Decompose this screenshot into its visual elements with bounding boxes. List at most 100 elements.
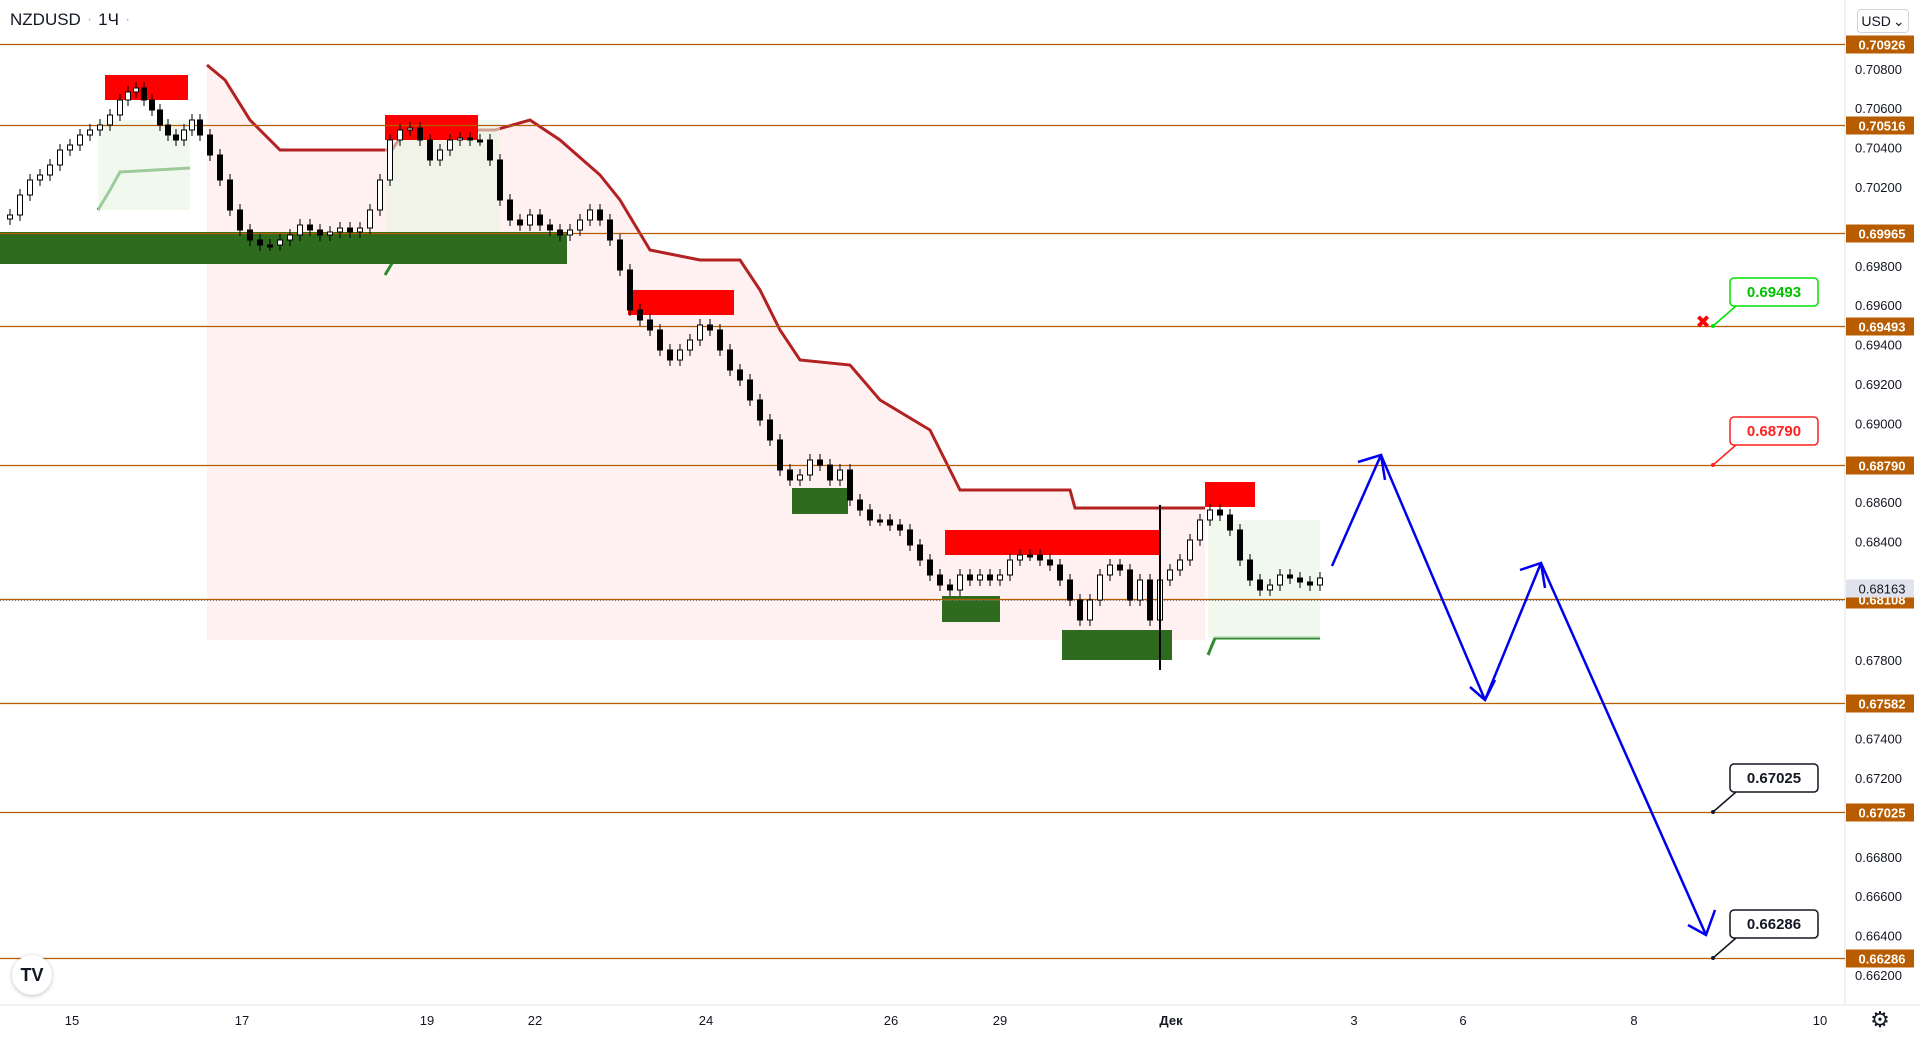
candle-body	[977, 574, 983, 581]
symbol-name[interactable]: NZDUSD	[10, 10, 81, 29]
currency-selector[interactable]: USD ⌄	[1857, 9, 1909, 33]
candle-body	[927, 559, 933, 576]
callout-box-1[interactable]	[1729, 416, 1819, 446]
candle-body	[87, 129, 93, 136]
candle-body	[37, 174, 43, 181]
candle-body	[237, 209, 243, 231]
candle-body	[657, 329, 663, 351]
candle-body	[149, 99, 155, 111]
callout-box-2[interactable]	[1729, 763, 1819, 793]
bull-trend-line-3	[1206, 636, 1320, 656]
candle-body	[367, 209, 373, 229]
candle-body	[807, 459, 813, 476]
candle-body	[857, 499, 863, 511]
candle-body	[217, 154, 223, 181]
candle-body	[427, 139, 433, 161]
level-label-2: 0.69965	[1859, 227, 1906, 242]
candle-body	[537, 214, 543, 226]
candle-body	[907, 529, 913, 546]
candle-body	[987, 574, 993, 581]
candle-body	[827, 464, 833, 481]
symbol-header[interactable]: NZDUSD · 1Ч ·	[10, 10, 130, 30]
candle-body	[467, 137, 473, 141]
callout-anchor-1	[1711, 463, 1715, 467]
gear-glyph: ⚙	[1870, 1007, 1890, 1032]
time-tick-label: 22	[528, 1013, 542, 1028]
candle-body	[437, 149, 443, 161]
bear-zone-3	[945, 530, 1160, 555]
candle-body	[477, 139, 483, 143]
candle-body	[7, 214, 13, 220]
price-tick-label: 0.67800	[1855, 653, 1902, 668]
candle-body	[297, 224, 303, 236]
forecast-segment-3	[1539, 562, 1708, 936]
candle-body	[317, 229, 323, 236]
candle-body	[267, 244, 273, 248]
candle-body	[67, 144, 73, 151]
candle-body	[1147, 579, 1153, 621]
candle-body	[1277, 574, 1283, 586]
price-tick-label: 0.67200	[1855, 771, 1902, 786]
forecast-arrowhead-1	[1469, 679, 1497, 702]
callout-label-2: 0.67025	[1747, 770, 1801, 787]
currency-label: USD	[1861, 13, 1891, 29]
candle-body	[1317, 577, 1323, 586]
time-tick-label: 8	[1630, 1013, 1637, 1028]
candle-body	[507, 199, 513, 221]
bear-zone-4	[1205, 482, 1255, 507]
candle-body	[1057, 564, 1063, 581]
level-label-bg-1	[1846, 116, 1914, 135]
candle-body	[1077, 599, 1083, 621]
time-tick-label: 26	[884, 1013, 898, 1028]
candle-body	[527, 214, 533, 226]
candle-body	[667, 349, 673, 361]
candle-body	[1087, 599, 1093, 621]
candle-body	[877, 519, 883, 523]
level-label-4: 0.68790	[1859, 459, 1906, 474]
candle-body	[47, 164, 53, 176]
candle-body	[1047, 559, 1053, 566]
candle-body	[1237, 529, 1243, 561]
candle-body	[125, 91, 131, 101]
tradingview-logo-icon[interactable]: TV	[12, 955, 52, 995]
price-tick-label: 0.68600	[1855, 495, 1902, 510]
candle-body	[717, 329, 723, 351]
candle-body	[287, 234, 293, 241]
callout-anchor-2	[1711, 810, 1715, 814]
time-tick-label: 19	[420, 1013, 434, 1028]
candle-body	[617, 239, 623, 271]
level-label-bg-3	[1846, 317, 1914, 336]
candle-body	[197, 119, 203, 136]
candle-body	[917, 544, 923, 561]
price-tick-label: 0.69200	[1855, 377, 1902, 392]
candle-body	[787, 469, 793, 481]
candle-body	[837, 469, 843, 481]
callout-label-0: 0.69493	[1747, 284, 1801, 301]
candle-body	[257, 239, 263, 246]
candle-body	[117, 99, 123, 116]
candle-body	[607, 219, 613, 241]
candle-body	[307, 224, 313, 231]
gear-icon[interactable]: ⚙	[1868, 1007, 1892, 1032]
candle-body	[1227, 514, 1233, 531]
candle-body	[17, 194, 23, 216]
callout-box-0[interactable]	[1729, 277, 1819, 307]
level-label-7: 0.67025	[1859, 806, 1906, 821]
candle-body	[937, 574, 943, 586]
candle-body	[97, 124, 103, 131]
candle-body	[387, 139, 393, 181]
logo-text: TV	[20, 964, 44, 985]
callout-pointer-0	[1712, 305, 1737, 327]
forecast-segment-1	[1379, 454, 1487, 701]
candle-body	[27, 179, 33, 196]
timeframe-label[interactable]: 1Ч	[98, 10, 119, 29]
callout-box-3[interactable]	[1729, 909, 1819, 939]
price-tick-label: 0.66600	[1855, 889, 1902, 904]
time-tick-label: 29	[993, 1013, 1007, 1028]
candle-body	[517, 219, 523, 226]
candle-body	[497, 159, 503, 201]
level-label-6: 0.67582	[1859, 697, 1906, 712]
price-tick-label: 0.67400	[1855, 732, 1902, 747]
candle-body	[797, 474, 803, 481]
